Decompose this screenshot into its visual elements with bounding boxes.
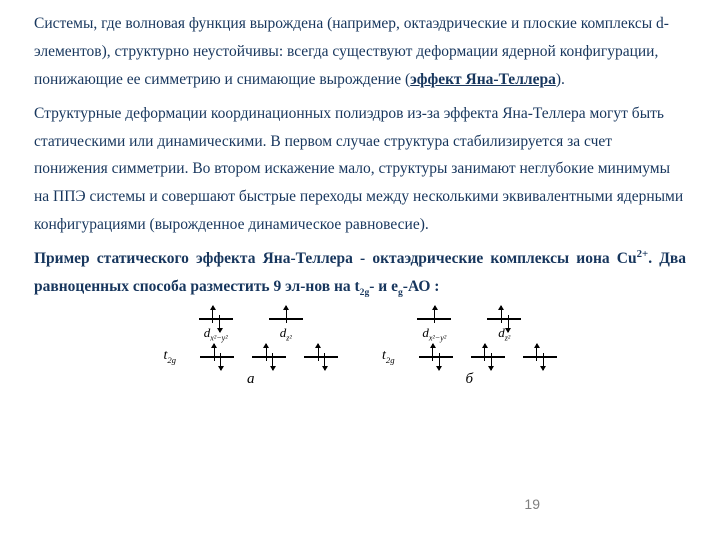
caption-b: б bbox=[466, 371, 474, 388]
jahn-teller-term: эффект Яна-Теллера bbox=[410, 71, 556, 88]
dz2-sub: z² bbox=[286, 333, 292, 342]
t2g-sub-b: 2g bbox=[386, 355, 395, 365]
eg-row-a: dx²−y² dz² bbox=[199, 318, 303, 343]
orb-dx2y2-a: dx²−y² bbox=[199, 318, 233, 343]
p1-pre: Системы, где волновая функция вырождена … bbox=[34, 15, 669, 88]
config-a: dx²−y² dz² t2g а bbox=[163, 318, 338, 388]
p3-c: - и e bbox=[369, 278, 398, 295]
orbital-diagram: dx²−y² dz² t2g а bbox=[34, 318, 686, 388]
t2g-row-b: t2g bbox=[382, 348, 557, 365]
dx2y2-sub-b: x²−y² bbox=[429, 333, 446, 342]
paragraph-2: Структурные деформации координационных п… bbox=[34, 100, 686, 239]
p3-d: -АО : bbox=[403, 278, 440, 295]
paragraph-3: Пример статического эффекта Яна-Теллера … bbox=[34, 245, 686, 301]
eg-row-b: dx²−y² dz² bbox=[417, 318, 521, 343]
page-number: 19 bbox=[524, 496, 540, 512]
paragraph-1: Системы, где волновая функция вырождена … bbox=[34, 10, 686, 94]
config-b: dx²−y² dz² t2g б bbox=[382, 318, 557, 388]
t2g-row-a: t2g bbox=[163, 348, 338, 365]
slide-page: Системы, где волновая функция вырождена … bbox=[0, 0, 720, 540]
orb-dz2-b: dz² bbox=[487, 318, 521, 343]
caption-a: а bbox=[247, 371, 255, 388]
t2g-sub: 2g bbox=[360, 287, 370, 298]
cu-charge: 2+ bbox=[637, 248, 649, 260]
orb-dx2y2-b: dx²−y² bbox=[417, 318, 451, 343]
dz2-sub-b: z² bbox=[505, 333, 511, 342]
t2g-sub-a: 2g bbox=[167, 355, 176, 365]
dx2y2-sub: x²−y² bbox=[210, 333, 227, 342]
p3-a: Пример статического эффекта Яна-Теллера … bbox=[34, 250, 637, 267]
orb-dz2-a: dz² bbox=[269, 318, 303, 343]
p1-post: ). bbox=[556, 71, 565, 88]
